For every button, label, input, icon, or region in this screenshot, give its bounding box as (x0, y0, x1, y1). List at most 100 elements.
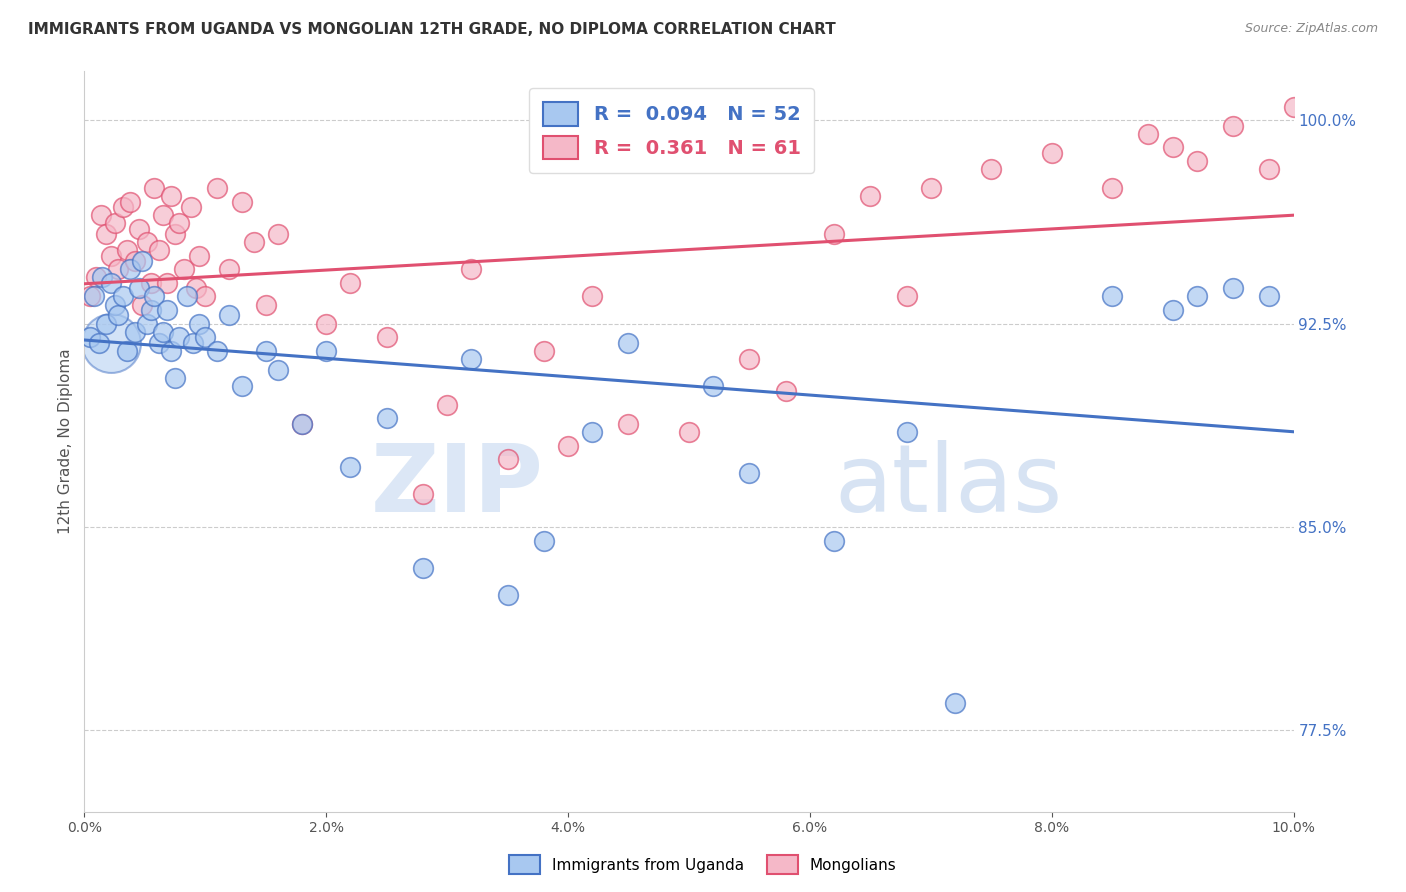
Point (1101, 181, 1123, 195)
Y-axis label: 12th Grade, No Diploma: 12th Grade, No Diploma (58, 349, 73, 534)
Point (176, 289, 198, 303)
Point (120, 194, 142, 209)
Point (375, 330, 398, 344)
Point (218, 309, 240, 323)
Point (173, 262, 195, 277)
Point (155, 276, 177, 290)
Point (291, 417, 314, 431)
Point (115, 244, 138, 258)
Point (496, 452, 519, 467)
Point (242, 235, 264, 250)
Point (339, 276, 361, 290)
Point (267, 227, 290, 241)
Point (90, 208, 112, 222)
Point (152, 325, 174, 339)
Point (1040, 145, 1063, 160)
Point (1161, 140, 1184, 154)
Point (94, 317, 117, 331)
Point (139, 303, 162, 318)
Point (775, 384, 797, 399)
Point (124, 254, 146, 268)
Point (207, 343, 229, 358)
Point (184, 281, 207, 295)
Point (131, 254, 153, 268)
Point (460, 262, 482, 277)
Point (412, 560, 434, 574)
Point (1282, 100, 1305, 114)
Point (980, 161, 1002, 176)
Point (131, 297, 153, 311)
Point (107, 309, 129, 323)
Point (943, 696, 966, 710)
Point (86, 270, 108, 285)
Point (859, 189, 882, 203)
Point (100, 249, 122, 263)
Point (148, 335, 170, 350)
Point (1258, 161, 1281, 176)
Point (167, 330, 190, 344)
Point (823, 227, 845, 241)
Point (1137, 127, 1160, 141)
Point (112, 200, 135, 214)
Point (124, 325, 146, 339)
Point (581, 289, 603, 303)
Point (115, 343, 138, 358)
Point (165, 227, 187, 241)
Point (128, 281, 150, 295)
Point (617, 335, 640, 350)
Point (823, 533, 845, 548)
Point (1101, 289, 1123, 303)
Point (148, 244, 170, 258)
Point (188, 317, 211, 331)
Point (738, 351, 761, 366)
Point (896, 289, 918, 303)
Point (152, 208, 174, 222)
Point (136, 235, 159, 250)
Point (160, 189, 183, 203)
Point (436, 398, 458, 412)
Point (143, 181, 166, 195)
Text: atlas: atlas (834, 440, 1063, 532)
Point (143, 289, 166, 303)
Point (231, 379, 253, 393)
Point (1185, 289, 1208, 303)
Point (180, 200, 202, 214)
Point (79, 330, 101, 344)
Legend: R =  0.094   N = 52, R =  0.361   N = 61: R = 0.094 N = 52, R = 0.361 N = 61 (530, 88, 814, 173)
Point (496, 588, 519, 602)
Point (207, 181, 229, 195)
Point (375, 411, 398, 425)
Point (581, 425, 603, 439)
Point (155, 303, 177, 318)
Point (87, 335, 110, 350)
Legend: Immigrants from Uganda, Mongolians: Immigrants from Uganda, Mongolians (503, 849, 903, 880)
Point (254, 297, 277, 311)
Point (254, 343, 277, 358)
Point (100, 335, 122, 350)
Point (702, 379, 724, 393)
Point (1161, 303, 1184, 318)
Point (738, 466, 761, 480)
Point (188, 249, 211, 263)
Point (231, 194, 253, 209)
Point (120, 262, 142, 277)
Point (136, 317, 159, 331)
Point (112, 289, 135, 303)
Point (104, 216, 127, 230)
Point (160, 343, 183, 358)
Text: Source: ZipAtlas.com: Source: ZipAtlas.com (1244, 22, 1378, 36)
Point (533, 533, 555, 548)
Point (94, 227, 117, 241)
Point (678, 425, 700, 439)
Point (617, 417, 640, 431)
Text: IMMIGRANTS FROM UGANDA VS MONGOLIAN 12TH GRADE, NO DIPLOMA CORRELATION CHART: IMMIGRANTS FROM UGANDA VS MONGOLIAN 12TH… (28, 22, 837, 37)
Point (100, 276, 122, 290)
Text: ZIP: ZIP (371, 440, 544, 532)
Point (896, 425, 918, 439)
Point (315, 317, 337, 331)
Point (267, 362, 290, 376)
Point (339, 460, 361, 475)
Point (167, 216, 190, 230)
Point (165, 371, 187, 385)
Point (1185, 153, 1208, 168)
